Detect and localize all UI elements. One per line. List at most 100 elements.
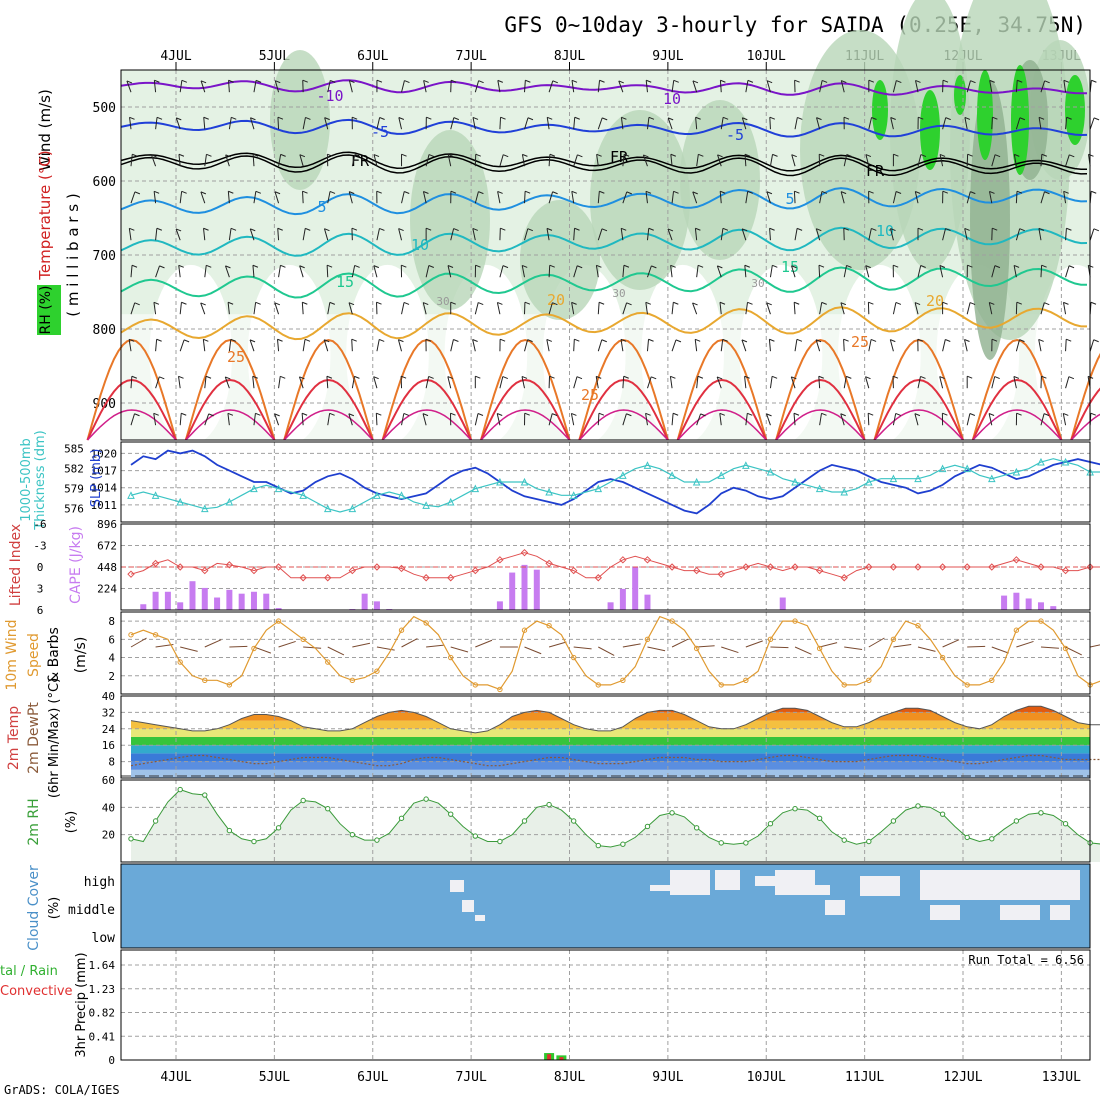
wind-barb <box>645 80 648 93</box>
wind-barb-flag <box>200 191 207 195</box>
wind-barb <box>474 80 480 93</box>
wind-barb-flag <box>970 191 976 195</box>
wind-barb <box>179 302 182 315</box>
wind-barb <box>228 228 232 241</box>
wind-barb <box>1065 154 1070 167</box>
wind-barb <box>151 154 157 167</box>
wind-barb <box>671 80 675 93</box>
thickness-point <box>1061 457 1070 466</box>
wind-barb <box>1065 117 1068 130</box>
thickness-point <box>594 484 603 493</box>
wind-barb <box>744 154 747 167</box>
wind-barb-flag <box>200 302 206 306</box>
wind-barb-flag <box>670 153 676 157</box>
wind-barb <box>175 228 181 241</box>
wind-barb-flag <box>717 154 723 158</box>
thickness-tick-label: 582 <box>64 463 84 476</box>
wind-barb-flag <box>571 412 577 416</box>
wind-barb-flag <box>379 227 385 231</box>
wind-barb <box>818 265 821 278</box>
wind-barb <box>769 265 773 278</box>
isotherm-line <box>120 306 1087 341</box>
wind-barb-flag <box>134 191 141 195</box>
wind-barb-flag <box>772 153 778 157</box>
wind-barb <box>646 265 652 278</box>
rh-point <box>1038 810 1044 816</box>
wind-barb-flag <box>599 190 605 194</box>
wind-barb-flag <box>1090 301 1097 305</box>
date-label-bottom: 10JUL <box>747 1070 786 1085</box>
wind-barb <box>741 117 747 130</box>
cape-bar <box>1001 595 1008 610</box>
wind-barb-flag <box>175 228 182 232</box>
wind-barb <box>1038 339 1042 352</box>
wind-speed-point <box>546 622 552 629</box>
cape-bar <box>1050 606 1057 610</box>
wind-barb <box>966 80 971 93</box>
wind-barb <box>646 339 650 352</box>
wind-barb <box>1065 265 1070 278</box>
temp-band <box>131 737 1090 746</box>
date-label-bottom: 7JUL <box>455 1070 486 1085</box>
wind-barb-flag <box>818 375 824 379</box>
wind-barb-flag <box>890 339 896 343</box>
wind-barb <box>939 154 944 167</box>
wind-barb <box>126 80 132 93</box>
wind-barb-flag <box>964 339 970 342</box>
wind-barb-flag <box>698 153 704 157</box>
wind-barb-flag <box>626 302 632 306</box>
temp-frame <box>120 695 1091 779</box>
cloud-block <box>980 870 1060 900</box>
isotherm-35-dome <box>578 409 669 441</box>
wind-barb-flag <box>131 375 138 379</box>
wind-barb-flag <box>228 190 234 194</box>
wind-barb-flag <box>939 265 946 268</box>
wind-barb <box>573 376 578 389</box>
wind10-label-4: (m/s) <box>73 637 89 674</box>
wind-barb-flag <box>988 413 995 416</box>
rh-point <box>152 818 159 824</box>
wind-barb-flag <box>249 339 256 343</box>
wind-barb <box>1063 191 1067 204</box>
slp-tick-label: 1017 <box>91 465 118 478</box>
wind-barb-flag <box>478 80 484 84</box>
wind-barb-flag <box>1066 227 1072 231</box>
moist-region <box>520 200 600 320</box>
wind-barb <box>890 117 894 130</box>
wind-barb-flag <box>620 338 627 342</box>
rh-point <box>693 825 700 831</box>
wind-barb <box>573 154 578 167</box>
isotherm-30-dome <box>971 378 1063 441</box>
wind-barb-flag <box>574 116 580 120</box>
wind-barb-flag <box>865 265 871 269</box>
run-total-label: Run Total = 6.56 <box>968 953 1084 967</box>
rh-point <box>989 836 995 842</box>
wind-barb-flag <box>796 338 803 342</box>
wind-barb-flag <box>646 79 652 83</box>
surface-wind-barb <box>253 646 272 654</box>
date-label-bottom: 6JUL <box>357 1070 388 1085</box>
date-label-top: 7JUL <box>455 49 486 64</box>
lifted-index-line <box>130 552 1100 579</box>
wind-barb <box>351 265 356 278</box>
cape-bar <box>521 564 528 610</box>
wind-barb-flag <box>942 79 949 83</box>
wind-barb-flag <box>274 413 280 417</box>
wind-barb-flag <box>672 412 679 416</box>
wind-barb-flag <box>667 117 674 121</box>
wind-barb <box>769 154 774 167</box>
cape-bar <box>250 591 257 610</box>
wind-barb <box>397 339 403 352</box>
thickness-point <box>791 477 799 486</box>
wind-barb <box>348 413 353 426</box>
wind-barb <box>914 302 919 315</box>
wind-barb <box>793 191 796 204</box>
wind-barb-flag <box>722 338 728 342</box>
temp-tick-label: 24 <box>102 723 116 736</box>
wind-barb-flag <box>1063 190 1069 194</box>
cloud-block <box>860 876 900 896</box>
wind-barb <box>228 80 230 93</box>
wind-barb <box>225 154 230 167</box>
wind-barb-flag <box>821 412 827 416</box>
wind-barb <box>203 117 206 130</box>
